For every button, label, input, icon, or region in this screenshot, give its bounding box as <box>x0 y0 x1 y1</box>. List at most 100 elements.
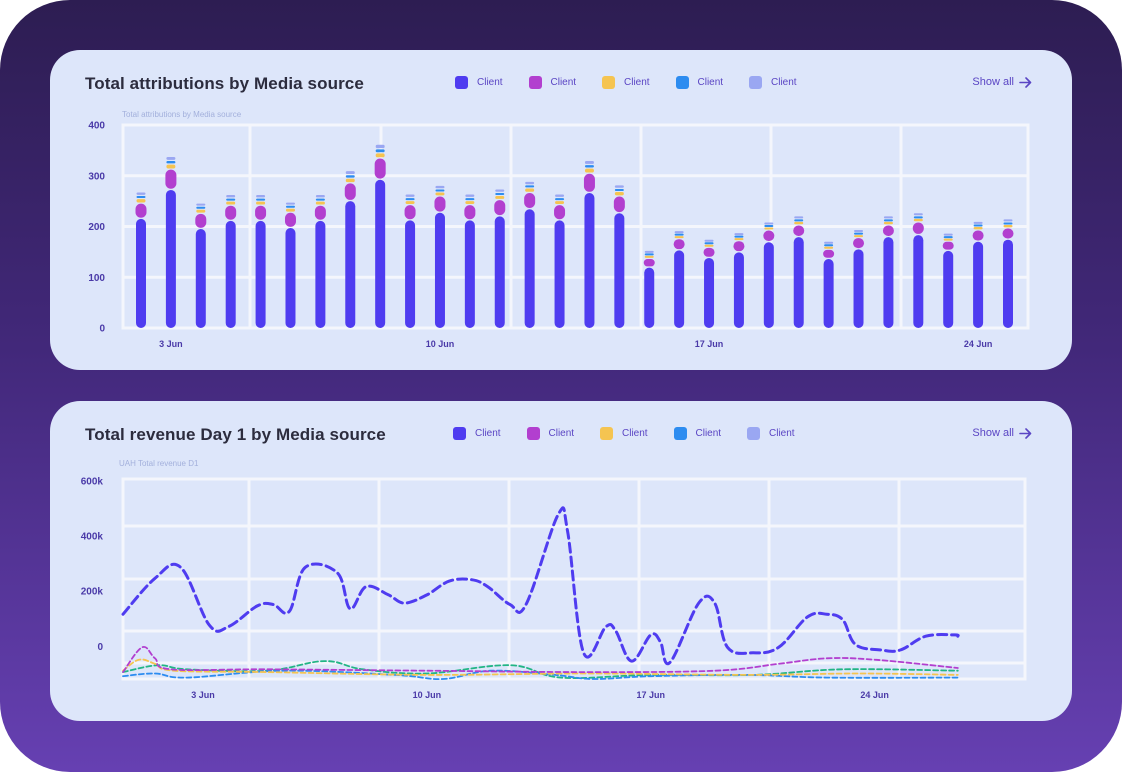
bar-segment <box>255 220 266 328</box>
show-all-label: Show all <box>972 76 1014 88</box>
legend-item[interactable]: Client <box>673 427 748 440</box>
bar-segment <box>166 156 176 160</box>
bar-segment <box>465 194 475 197</box>
bar-segment <box>524 193 536 209</box>
bar-segment <box>853 249 864 328</box>
bar-segment <box>285 228 296 328</box>
bar-segment <box>734 238 744 241</box>
bar-segment <box>196 209 206 213</box>
bar-segment <box>794 221 804 225</box>
bar-segment <box>465 201 475 204</box>
bar-segment <box>136 192 146 195</box>
bar-segment <box>674 231 684 234</box>
bar-segment <box>644 255 654 258</box>
legend-item[interactable]: Client <box>526 427 601 440</box>
show-all-button[interactable]: Show all <box>972 427 1032 439</box>
bar-segment <box>166 161 176 164</box>
legend-swatch <box>528 76 542 89</box>
legend-item[interactable]: Client <box>528 76 603 89</box>
show-all-button[interactable]: Show all <box>972 76 1032 88</box>
legend-item[interactable]: Client <box>675 76 750 89</box>
x-tick-label: 24 Jun <box>860 690 889 700</box>
bar-segment <box>853 238 865 249</box>
bar-segment <box>674 233 684 236</box>
bar-segment <box>525 185 535 188</box>
bar-segment <box>972 230 984 241</box>
bar-segment <box>854 235 864 238</box>
bar-segment <box>344 183 356 200</box>
bar-segment <box>464 205 476 220</box>
bar-segment <box>733 241 745 252</box>
x-tick-label: 17 Jun <box>695 339 724 349</box>
x-tick-label: 24 Jun <box>964 339 993 349</box>
legend-swatch <box>749 76 762 89</box>
bar-segment <box>375 153 385 158</box>
bar-segment <box>704 242 714 245</box>
bar-segment <box>195 229 206 328</box>
bar-segment <box>225 205 237 220</box>
legend-label: Client <box>624 77 650 88</box>
y-tick-label: 600k <box>81 476 104 487</box>
bar-segment <box>764 227 774 230</box>
bar-segment <box>464 220 475 328</box>
bar-segment <box>495 196 505 199</box>
bar-segment <box>136 199 146 203</box>
chart-subtitle: UAH Total revenue D1 <box>119 459 199 468</box>
bar-segment <box>525 188 535 192</box>
bar-segment <box>375 179 386 328</box>
series-line <box>121 506 960 666</box>
bar-segment <box>943 236 953 239</box>
bar-segment <box>764 224 774 227</box>
y-tick-label: 0 <box>99 324 105 335</box>
bar-segment <box>555 198 565 201</box>
bar-segment <box>375 149 385 153</box>
legend-item[interactable]: Client <box>749 76 823 89</box>
legend-swatch <box>526 427 540 440</box>
bar-segment <box>256 195 266 198</box>
bar-segment <box>284 212 296 227</box>
bar-segment <box>135 203 147 218</box>
x-tick-label: 17 Jun <box>637 690 666 700</box>
legend-label: Client <box>550 77 577 88</box>
bar-segment <box>285 205 295 208</box>
bar-segment <box>256 201 266 205</box>
legend-item[interactable]: Client <box>455 76 529 89</box>
legend-swatch <box>455 76 468 89</box>
bar-segment <box>613 196 625 213</box>
legend: Client Client Client Client Client <box>453 427 821 440</box>
bar-segment <box>734 235 744 238</box>
bar-segment <box>554 220 565 328</box>
bar-segment <box>226 195 236 198</box>
bar-segment <box>285 202 295 205</box>
bar-segment <box>196 203 206 206</box>
legend-item[interactable]: Client <box>747 427 821 440</box>
bar-segment <box>583 173 595 192</box>
legend-label: Client <box>769 428 795 439</box>
bar-segment <box>555 201 565 204</box>
bar-segment <box>494 200 506 216</box>
legend-label: Client <box>771 77 797 88</box>
bar-segment <box>584 193 595 328</box>
bar-segment <box>734 233 744 236</box>
bar-segment <box>165 189 176 328</box>
bar-segment <box>525 181 535 185</box>
bar-segment <box>314 205 326 220</box>
y-tick-label: 200k <box>81 587 104 598</box>
y-tick-label: 0 <box>97 642 103 653</box>
legend-swatch <box>747 427 760 440</box>
bar-segment <box>854 230 864 233</box>
bar-segment <box>315 195 325 198</box>
legend-item[interactable]: Client <box>600 427 674 440</box>
legend-item[interactable]: Client <box>453 427 527 440</box>
bar-segment <box>793 225 805 236</box>
bar-segment <box>555 194 565 197</box>
bar-segment <box>285 208 295 212</box>
bar-segment <box>315 198 325 201</box>
bar-segment <box>435 189 445 192</box>
bar-segment <box>973 241 984 328</box>
bar-segment <box>495 189 505 192</box>
bar-segment <box>913 218 923 222</box>
bar-segment <box>794 219 804 222</box>
legend-item[interactable]: Client <box>602 76 676 89</box>
y-tick-label: 400k <box>81 531 104 542</box>
